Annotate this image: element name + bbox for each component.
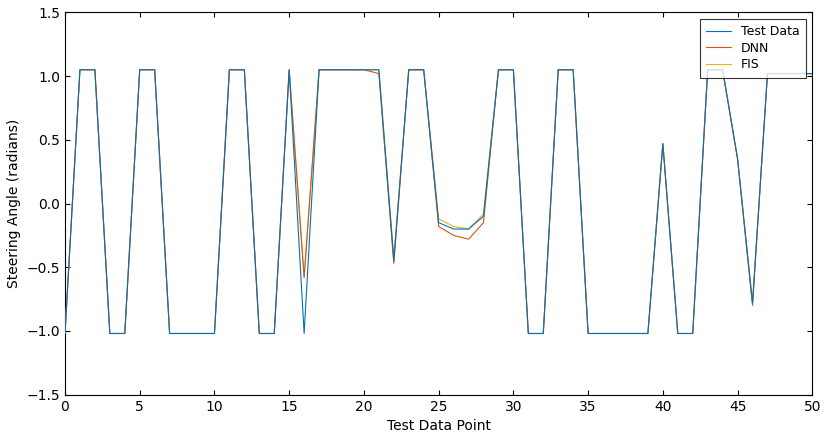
Line: DNN: DNN: [65, 70, 811, 334]
FIS: [299, 275, 308, 280]
Test Data: [239, 67, 249, 73]
FIS: [567, 67, 577, 73]
Test Data: [299, 331, 308, 336]
DNN: [239, 67, 249, 73]
FIS: [75, 67, 85, 73]
FIS: [60, 331, 69, 336]
Test Data: [75, 67, 85, 73]
FIS: [791, 71, 801, 76]
X-axis label: Test Data Point: Test Data Point: [386, 419, 490, 433]
FIS: [806, 71, 816, 76]
DNN: [567, 67, 577, 73]
DNN: [612, 331, 622, 336]
Test Data: [567, 67, 577, 73]
Test Data: [791, 71, 801, 76]
FIS: [313, 67, 323, 73]
Y-axis label: Steering Angle (radians): Steering Angle (radians): [7, 119, 21, 288]
DNN: [299, 275, 308, 280]
Test Data: [806, 71, 816, 76]
DNN: [75, 67, 85, 73]
Line: Test Data: Test Data: [65, 70, 811, 334]
Test Data: [612, 331, 622, 336]
FIS: [239, 67, 249, 73]
DNN: [313, 67, 323, 73]
DNN: [806, 71, 816, 76]
Line: FIS: FIS: [65, 70, 811, 334]
FIS: [612, 331, 622, 336]
Test Data: [60, 331, 69, 336]
Legend: Test Data, DNN, FIS: Test Data, DNN, FIS: [699, 18, 805, 78]
Test Data: [313, 67, 323, 73]
DNN: [60, 331, 69, 336]
DNN: [791, 71, 801, 76]
